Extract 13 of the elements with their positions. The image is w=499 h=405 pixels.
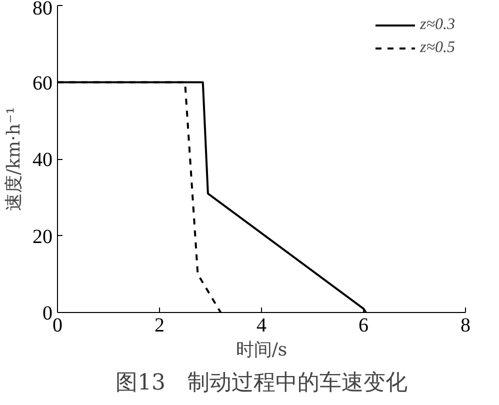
x-tick-label: 2 [154,314,164,336]
y-tick-label: 40 [32,149,52,171]
x-axis-title: 时间/s [236,340,288,360]
x-tick-label: 8 [460,314,470,336]
caption: 图13 制动过程中的车速变化 [116,370,408,396]
legend-label: z≈0.5 [420,39,455,57]
y-tick-label: 20 [32,226,52,248]
x-tick-label: 4 [256,314,266,336]
y-axis-title: 速度/km·h⁻¹ [4,106,24,212]
x-tick-label: 6 [358,314,368,336]
y-tick-label: 80 [32,0,52,20]
y-tick-label: 60 [32,72,52,94]
legend-label: z≈0.3 [420,16,455,34]
